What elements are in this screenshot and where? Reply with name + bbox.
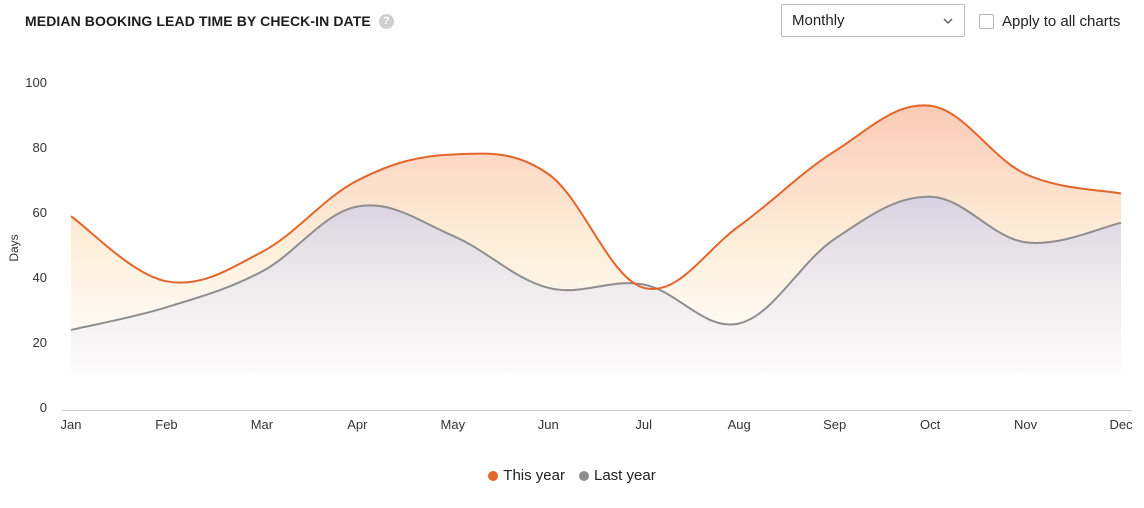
legend-dot-this-year [488,470,499,481]
y-tick-label: 20 [33,335,47,350]
series-lines [70,104,1122,331]
axes: 0 20 40 60 80 100 Jan Feb Mar Apr May Jun Jul Aug Sep O… [7,75,1133,432]
legend-label-this-year: This year [503,467,565,484]
series-areas [71,105,1121,372]
chart-title: MEDIAN BOOKING LEAD TIME BY CHECK-IN DAT… [25,13,394,29]
series-line-last-year[interactable] [70,195,1122,331]
x-tick-label: Feb [155,417,177,432]
chart-title-text: MEDIAN BOOKING LEAD TIME BY CHECK-IN DAT… [25,13,371,29]
line-area-chart: 0 20 40 60 80 100 Jan Feb Mar Apr May Jun Jul Aug Sep O… [7,75,1133,432]
x-tick-label: Mar [251,417,274,432]
x-tick-label: Jan [61,417,82,432]
question-circle-icon[interactable]: ? [378,13,394,29]
legend-label-last-year: Last year [593,467,656,484]
y-tick-label: 60 [33,205,47,220]
legend-item-this-year[interactable]: This year [488,467,565,484]
x-tick-label: Dec [1109,417,1133,432]
apply-all-checkbox[interactable] [979,14,994,29]
legend: This year Last year [0,467,1144,484]
y-axis-title: Days [7,234,21,261]
x-tick-label: Sep [823,417,846,432]
x-tick-label: Apr [347,417,368,432]
y-tick-label: 80 [33,140,47,155]
chevron-down-icon [943,17,953,24]
y-tick-label: 0 [40,400,47,415]
x-tick-label: Oct [920,417,941,432]
series-area-last-year [71,196,1121,372]
period-select-value: Monthly [792,12,845,29]
x-tick-label: Jun [538,417,559,432]
y-tick-label: 100 [25,75,47,90]
x-tick-label: Nov [1014,417,1038,432]
legend-dot-last-year [578,470,589,481]
legend-item-last-year[interactable]: Last year [578,467,656,484]
x-tick-label: Jul [635,417,652,432]
x-tick-label: Aug [728,417,751,432]
x-tick-label: May [441,417,466,432]
series-line-this-year[interactable] [70,104,1122,291]
period-select[interactable]: Monthly [781,4,965,37]
apply-all-label: Apply to all charts [1002,13,1121,30]
y-tick-label: 40 [33,270,47,285]
apply-all-toggle[interactable]: Apply to all charts [979,13,1120,30]
